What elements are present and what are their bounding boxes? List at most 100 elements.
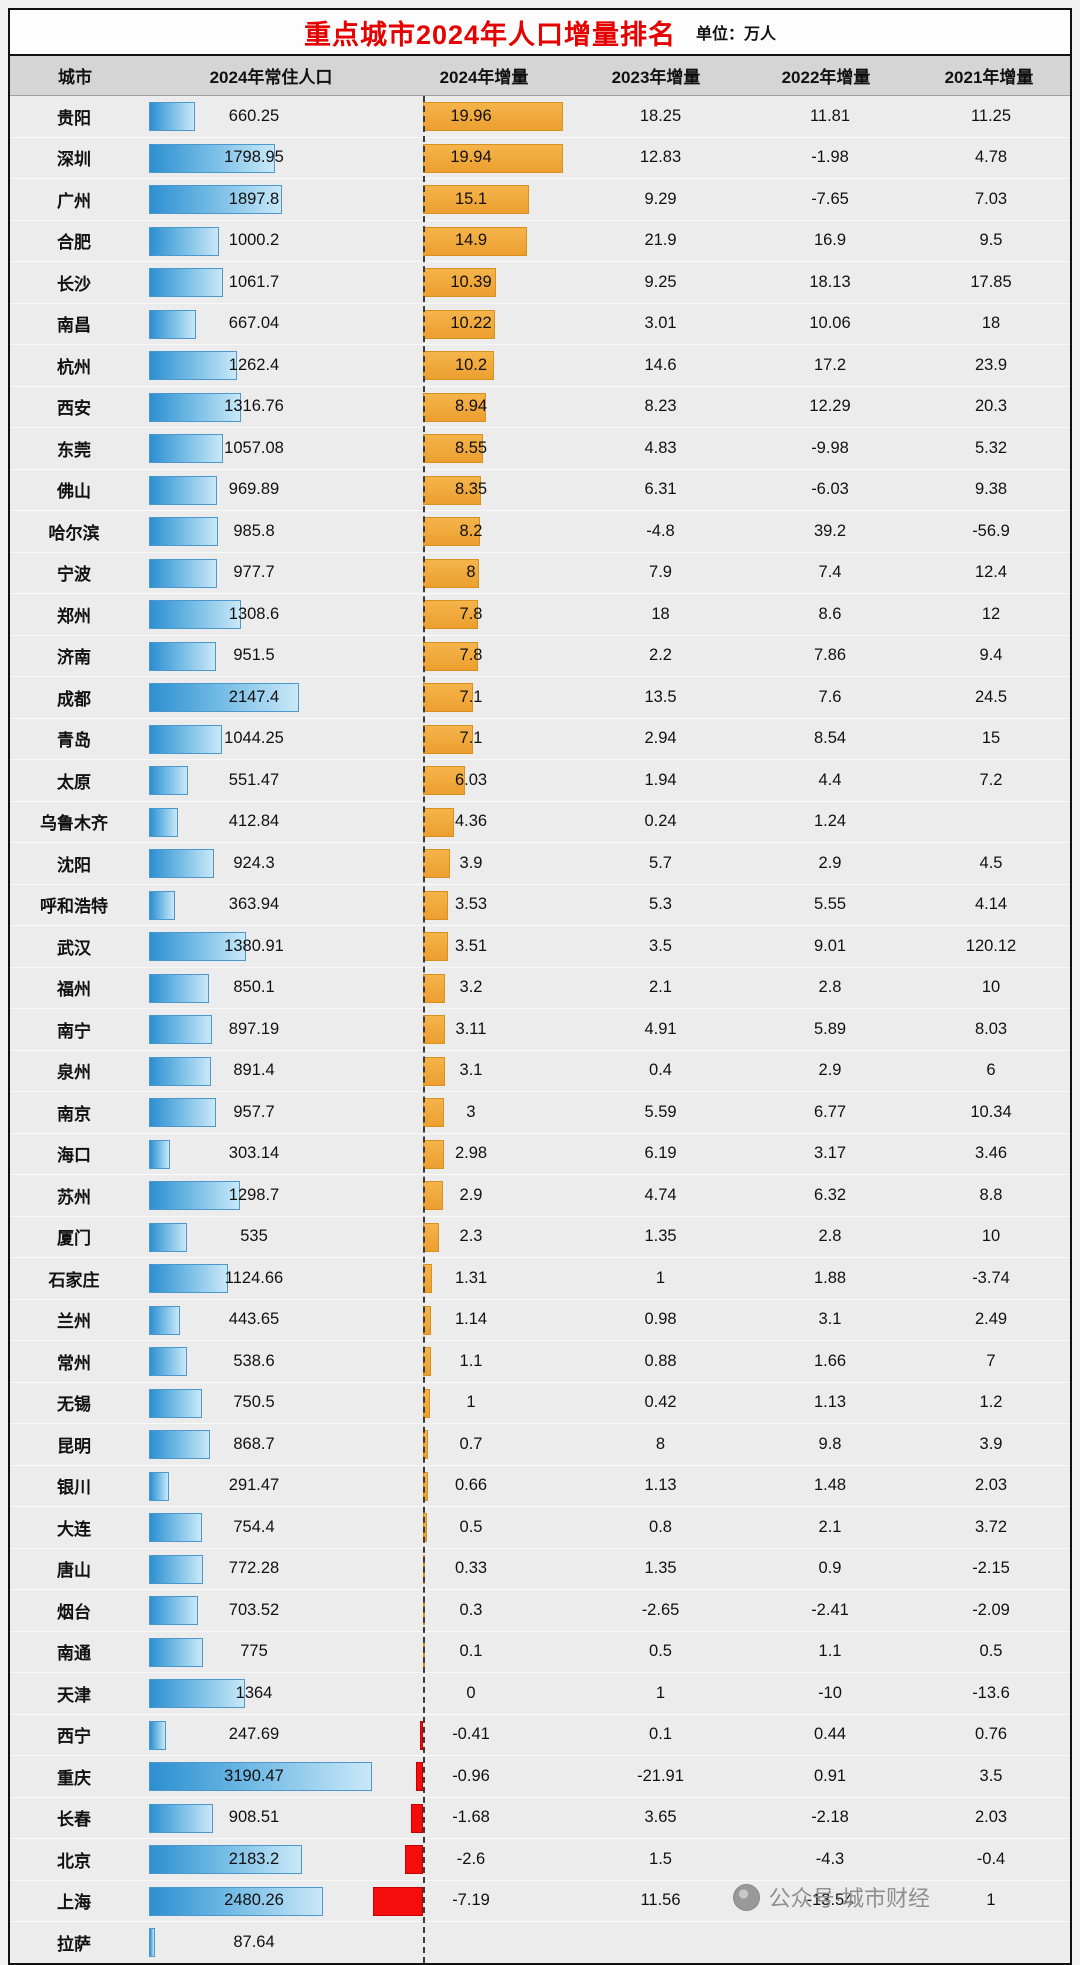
city-label: 杭州 — [57, 357, 91, 377]
increment-2022-value: 4.4 — [818, 770, 842, 789]
increment-2023-value: 2.1 — [649, 978, 672, 997]
city-label: 石家庄 — [48, 1270, 100, 1290]
city-label: 南通 — [57, 1644, 91, 1664]
increment-2021-value: 4.78 — [974, 148, 1008, 167]
increment-2024-bar — [423, 475, 482, 505]
increment-2024-bar — [423, 434, 483, 463]
increment-2024-cell: 1.31 — [423, 1258, 593, 1299]
increment-2021-value: 12 — [981, 604, 1001, 623]
increment-2024-cell: 8.35 — [423, 470, 593, 511]
city-label: 西安 — [57, 399, 91, 419]
city-label: 佛山 — [57, 482, 91, 502]
population-bar — [149, 1305, 181, 1335]
increment-2021-value: 1 — [986, 1891, 996, 1910]
increment-2024-cell: 3 — [423, 1092, 593, 1133]
increment-2022-value: -2.41 — [811, 1600, 849, 1619]
population-bar — [149, 1471, 170, 1501]
population-bar — [149, 1554, 204, 1584]
table-row: 青岛 1044.25 7.1 2.94 8.54 15 — [10, 719, 1070, 760]
population-value: 868.7 — [233, 1434, 275, 1453]
increment-2021-value: -2.09 — [972, 1600, 1010, 1619]
increment-2022-value: 1.13 — [813, 1393, 847, 1412]
increment-2024-value: 8.35 — [454, 480, 488, 499]
increment-2021-value: 9.4 — [979, 646, 1003, 665]
column-header-inc-2021: 2021年增量 — [944, 68, 1034, 87]
increment-2024-value: 1.31 — [454, 1268, 488, 1287]
increment-2022-value: 7.86 — [813, 646, 847, 665]
population-bar — [149, 185, 282, 214]
population-bar — [149, 102, 196, 131]
city-label: 烟台 — [57, 1602, 91, 1622]
increment-2024-bar — [423, 517, 481, 546]
city-label: 宁波 — [57, 565, 91, 585]
population-value: 985.8 — [233, 521, 275, 540]
table-row: 太原 551.47 6.03 1.94 4.4 7.2 — [10, 760, 1070, 802]
increment-2024-bar — [411, 1803, 423, 1833]
table-row: 广州 1897.8 15.1 9.29 -7.65 7.03 — [10, 179, 1070, 221]
city-label: 长春 — [57, 1810, 91, 1830]
increment-2021-value: 2.03 — [974, 1808, 1008, 1827]
population-value: 924.3 — [233, 853, 275, 872]
increment-2023-value: 5.59 — [644, 1102, 677, 1121]
population-value: 1000.2 — [228, 231, 280, 250]
increment-2021-value: 10 — [981, 1227, 1001, 1246]
population-value: 443.65 — [228, 1310, 280, 1329]
increment-2024-value — [423, 1922, 519, 1963]
increment-2024-value: -0.41 — [452, 1725, 490, 1744]
increment-2022-value: -9.98 — [811, 438, 849, 457]
city-label: 南京 — [57, 1104, 91, 1124]
table-row: 贵阳 660.25 19.96 18.25 11.81 11.25 — [10, 96, 1070, 138]
increment-2022-value: 9.8 — [818, 1434, 842, 1453]
population-value: 535 — [240, 1227, 268, 1246]
population-bar — [149, 724, 223, 754]
increment-2024-value: 0.5 — [459, 1517, 483, 1536]
city-label: 青岛 — [57, 731, 91, 751]
increment-2024-cell: 0.5 — [423, 1507, 593, 1548]
population-bar — [149, 1637, 204, 1667]
city-label: 唐山 — [57, 1561, 91, 1581]
population-bar — [149, 1264, 228, 1293]
table-row: 无锡 750.5 1 0.42 1.13 1.2 — [10, 1383, 1070, 1424]
increment-2021-value: 9.5 — [979, 231, 1003, 250]
increment-2023-value: 1.13 — [644, 1476, 677, 1495]
increment-2024-cell: 7.1 — [423, 719, 593, 760]
increment-2022-value: -2.18 — [811, 1808, 849, 1827]
table-row: 海口 303.14 2.98 6.19 3.17 3.46 — [10, 1134, 1070, 1175]
city-label: 广州 — [57, 191, 91, 211]
increment-2023-value: 4.91 — [644, 1019, 677, 1038]
increment-2024-cell: 2.9 — [423, 1175, 593, 1216]
increment-2021-value: 17.85 — [970, 272, 1012, 291]
increment-2021-value: -0.4 — [976, 1849, 1006, 1868]
increment-2023-value — [588, 1922, 733, 1963]
increment-2023-value: 14.6 — [644, 355, 677, 374]
increment-2021-value: 11.25 — [970, 106, 1012, 125]
city-label: 贵阳 — [57, 108, 91, 128]
population-bar — [149, 1720, 167, 1750]
increment-2024-value: -7.19 — [452, 1891, 490, 1910]
table-row: 兰州 443.65 1.14 0.98 3.1 2.49 — [10, 1300, 1070, 1341]
increment-2024-value: 8 — [466, 563, 476, 582]
increment-2024-cell: -0.41 — [420, 1715, 593, 1756]
population-bar — [149, 1928, 156, 1957]
table-row: 长沙 1061.7 10.39 9.25 18.13 17.85 — [10, 262, 1070, 304]
population-value: 977.7 — [233, 563, 275, 582]
city-label: 北京 — [57, 1851, 91, 1871]
increment-2024-value: 19.96 — [450, 106, 492, 125]
table-row: 南昌 667.04 10.22 3.01 10.06 18 — [10, 304, 1070, 345]
increment-2021-value: -56.9 — [972, 521, 1010, 540]
population-bar — [149, 434, 223, 463]
increment-2021-value: 12.4 — [974, 563, 1008, 582]
population-bar — [149, 1015, 212, 1044]
column-header-inc-2023: 2023年增量 — [611, 68, 701, 87]
population-value: 1057.08 — [224, 438, 284, 457]
city-label: 拉萨 — [57, 1934, 91, 1954]
city-label: 武汉 — [57, 938, 91, 958]
table-row: 合肥 1000.2 14.9 21.9 16.9 9.5 — [10, 221, 1070, 262]
city-label: 大连 — [57, 1519, 91, 1539]
increment-2023-value: 0.42 — [644, 1393, 677, 1412]
increment-2024-bar — [404, 1845, 423, 1874]
chart-frame: 重点城市2024年人口增量排名 单位：万人 城市 2024年常住人口 2024年… — [8, 8, 1072, 1965]
population-value: 897.19 — [228, 1019, 280, 1038]
increment-2021-value: 5.32 — [974, 438, 1008, 457]
increment-2022-value: 0.91 — [813, 1766, 847, 1785]
